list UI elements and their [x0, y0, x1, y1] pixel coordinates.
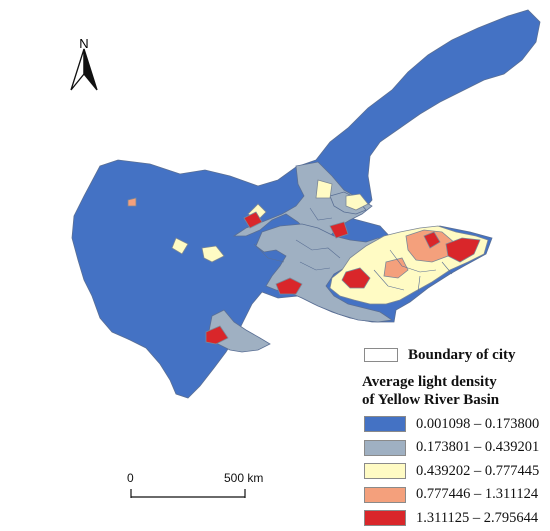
legend-class-row: 0.777446 – 1.311124	[364, 485, 550, 505]
basin-region-high	[275, 277, 303, 295]
basin-region-high	[205, 325, 229, 345]
legend-range-label: 0.439202 – 0.777445	[416, 462, 540, 479]
legend-class-row: 0.001098 – 0.173800	[364, 414, 550, 434]
basin-region-medium	[345, 193, 369, 211]
basin-region-medium	[201, 245, 225, 263]
scale-start-label: 0	[127, 471, 134, 485]
basin-region-medium	[171, 237, 189, 255]
legend-range-label: 0.001098 – 0.173800	[416, 415, 540, 432]
legend-range-label: 0.777446 – 1.311124	[416, 486, 539, 502]
legend-title-line1: Average light density	[362, 374, 497, 390]
legend-title-line2: of Yellow River Basin	[362, 392, 500, 408]
city-boundaries	[253, 207, 453, 293]
basin-region-high	[243, 211, 263, 229]
legend-swatch	[364, 416, 406, 432]
north-label: N	[79, 36, 88, 51]
legend-class-row: 0.439202 – 0.777445	[364, 461, 550, 481]
basin-region-high	[329, 221, 349, 239]
legend-range-label: 1.311125 – 2.795644	[416, 509, 539, 526]
boundary-label: Boundary of city	[408, 346, 516, 363]
legend-range-label: 0.173801 – 0.439201	[416, 439, 540, 455]
basin-region-medium-high	[127, 197, 137, 207]
basin-region-medium	[315, 179, 333, 199]
legend-swatch	[364, 486, 406, 503]
legend-boundary-row: Boundary of city	[364, 345, 550, 365]
basin-region-medium-low	[255, 223, 394, 323]
boundary-swatch	[364, 348, 398, 362]
basin-region-high	[423, 231, 441, 249]
legend-swatch	[364, 463, 406, 479]
legend-swatch	[364, 439, 406, 456]
basin-region-high	[445, 237, 481, 263]
scale-end-label: 500 km	[224, 471, 264, 485]
legend-class-row: 0.173801 – 0.439201	[364, 438, 550, 458]
basin-region-high	[341, 267, 371, 289]
scale-bar	[130, 489, 246, 498]
legend-class-row: 1.311125 – 2.795644	[364, 508, 550, 528]
legend-swatch	[364, 510, 406, 526]
north-arrow-icon	[70, 48, 98, 91]
basin-region-medium-high	[383, 257, 409, 279]
